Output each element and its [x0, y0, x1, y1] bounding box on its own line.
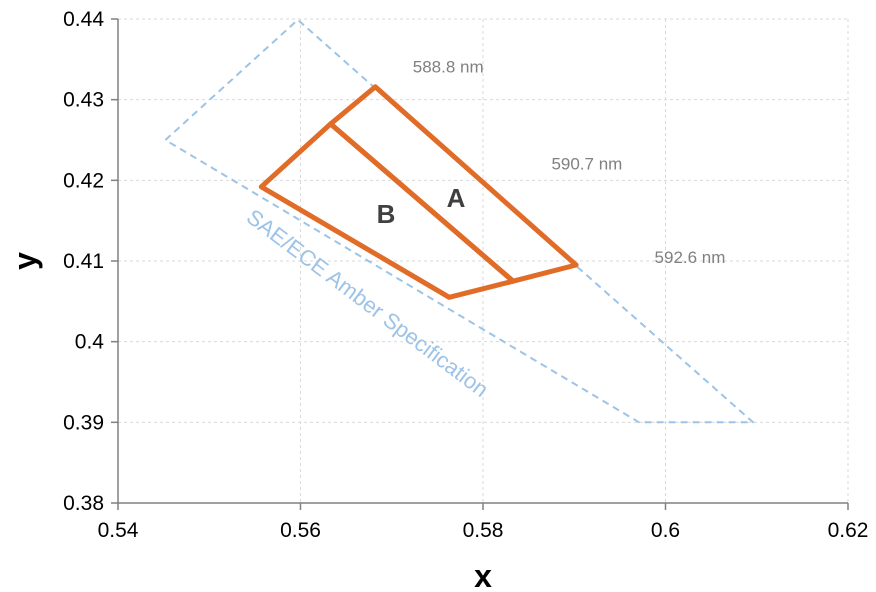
- y-tick-label: 0.43: [63, 89, 104, 112]
- y-tick-label: 0.38: [63, 492, 104, 515]
- wavelength-annotation: 590.7 nm: [551, 154, 622, 173]
- wavelength-annotation: 588.8 nm: [413, 58, 484, 77]
- y-axis-title: y: [7, 252, 43, 270]
- y-tick-label: 0.39: [63, 411, 104, 434]
- region-label-b: B: [377, 199, 396, 229]
- spec-boundary-polygon: [164, 18, 755, 424]
- tick-labels: 0.38 0.39 0.4 0.41 0.42 0.43 0.44 0.54 0.56 0.58 0…: [63, 8, 868, 542]
- y-tick-label: 0.41: [63, 250, 104, 273]
- x-tick-label: 0.56: [280, 519, 321, 542]
- x-tick-label: 0.54: [98, 519, 139, 542]
- y-tick-label: 0.44: [63, 8, 104, 31]
- y-tick-label: 0.4: [75, 331, 105, 354]
- axes: [111, 18, 849, 510]
- region-label-a: A: [447, 183, 466, 213]
- region-b-polygon: [258, 121, 516, 300]
- grid: [118, 18, 849, 503]
- x-axis-title: x: [474, 558, 492, 592]
- series-layer: [164, 18, 755, 424]
- y-tick-label: 0.42: [63, 169, 104, 192]
- x-tick-label: 0.6: [651, 519, 680, 542]
- annotations: 588.8 nm 590.7 nm 592.6 nm: [413, 58, 726, 267]
- wavelength-annotation: 592.6 nm: [655, 248, 726, 267]
- x-tick-label: 0.62: [828, 519, 869, 542]
- x-tick-label: 0.58: [463, 519, 504, 542]
